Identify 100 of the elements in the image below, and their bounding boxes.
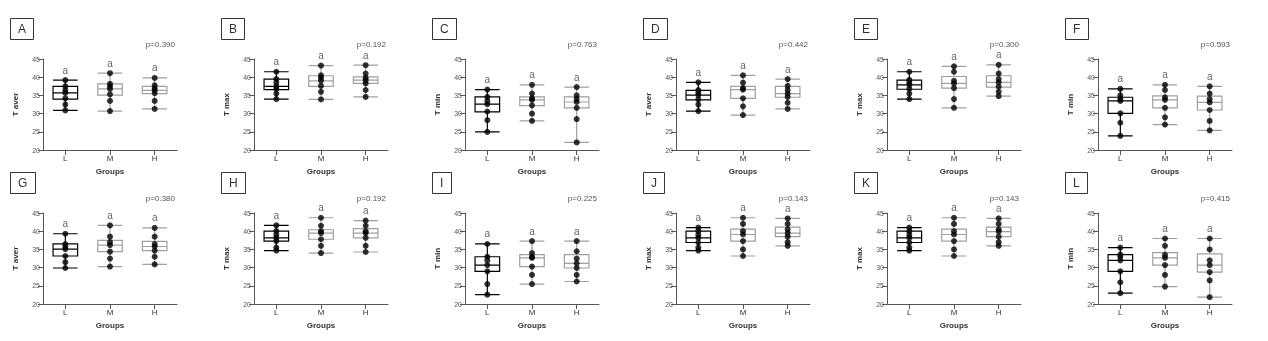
x-axis-title: Groups	[728, 166, 758, 176]
chart-title: A	[18, 22, 27, 36]
x-tick-label: M	[528, 153, 536, 163]
x-tick-label: M	[1161, 153, 1169, 163]
annotation: a	[1117, 73, 1124, 85]
x-tick-label: H	[995, 307, 1002, 317]
x-axis-title: Groups	[306, 166, 336, 176]
y-axis-title: T aver	[10, 246, 20, 271]
annotation: a	[740, 59, 747, 71]
x-tick-label: L	[907, 307, 913, 317]
text: a	[740, 202, 747, 214]
annotation: a	[573, 71, 580, 83]
x-tick-label: H	[784, 153, 791, 163]
x-axis-title: Groups	[95, 320, 125, 330]
annotation: a	[1162, 223, 1169, 235]
text: p=0.143	[778, 193, 809, 203]
annotation: a	[107, 57, 114, 69]
annotation: a	[151, 62, 158, 74]
y-axis-title: T max	[643, 246, 653, 271]
annotation: a	[107, 209, 114, 221]
annotation: a	[151, 212, 158, 224]
x-tick-label: L	[485, 153, 491, 163]
chart-title: I	[440, 176, 444, 190]
x-axis-title: Groups	[1150, 320, 1180, 330]
text: p=0.380	[145, 193, 176, 203]
annotation: a	[318, 50, 325, 62]
text: a	[318, 202, 325, 214]
x-tick-label: M	[317, 153, 325, 163]
x-tick-label: M	[950, 153, 958, 163]
chart-title: J	[651, 176, 657, 190]
x-tick-label: M	[739, 307, 747, 317]
x-axis-title: Groups	[1150, 166, 1180, 176]
annotation: a	[529, 225, 536, 237]
text: p=0.593	[1200, 39, 1231, 49]
annotation: a	[784, 63, 791, 75]
chart-title: F	[1073, 22, 1081, 36]
x-tick-label: H	[362, 153, 369, 163]
y-axis-title: T min	[432, 93, 442, 116]
annotation: a	[1117, 232, 1124, 244]
text: a	[951, 202, 958, 214]
x-tick-label: L	[696, 153, 702, 163]
x-tick-label: H	[995, 153, 1002, 163]
y-axis-title: T max	[854, 92, 864, 117]
chart-title: B	[229, 22, 238, 36]
y-axis-title: T max	[221, 246, 231, 271]
chart-title: D	[651, 22, 660, 36]
y-axis-title: T aver	[643, 92, 653, 117]
x-tick-label: L	[1118, 153, 1124, 163]
x-axis-title: Groups	[728, 320, 758, 330]
text: p=0.225	[567, 193, 598, 203]
x-axis-title: Groups	[517, 320, 547, 330]
annotation: a	[62, 64, 69, 76]
x-tick-label: H	[573, 153, 580, 163]
text: p=0.143	[989, 193, 1020, 203]
x-tick-label: M	[106, 153, 114, 163]
y-axis-title: T min	[432, 247, 442, 270]
x-tick-label: M	[106, 307, 114, 317]
annotation: a	[1162, 69, 1169, 81]
x-tick-label: L	[907, 153, 913, 163]
chart-title: G	[18, 176, 28, 190]
text: p=0.192	[356, 39, 387, 49]
annotation: a	[273, 209, 280, 221]
x-tick-label: M	[950, 307, 958, 317]
annotation: a	[362, 49, 369, 61]
annotation: a	[573, 225, 580, 237]
x-axis-title: Groups	[517, 166, 547, 176]
annotation: a	[362, 205, 369, 217]
text: p=0.763	[567, 39, 598, 49]
x-axis-title: Groups	[306, 320, 336, 330]
y-axis-title: T aver	[10, 92, 20, 117]
annotation: a	[529, 69, 536, 81]
x-tick-label: L	[63, 307, 69, 317]
x-axis-title: Groups	[95, 166, 125, 176]
annotation: a	[1206, 70, 1213, 82]
x-axis-title: Groups	[939, 320, 969, 330]
chart-title: K	[862, 176, 871, 190]
x-tick-label: M	[317, 307, 325, 317]
annotation: a	[951, 50, 958, 62]
x-tick-label: H	[1206, 307, 1213, 317]
annotation: a	[484, 74, 491, 86]
x-tick-label: L	[485, 307, 491, 317]
x-tick-label: H	[1206, 153, 1213, 163]
text: p=0.192	[356, 193, 387, 203]
annotation: a	[695, 66, 702, 78]
annotation: a	[695, 212, 702, 224]
x-tick-label: L	[63, 153, 69, 163]
x-tick-label: L	[1118, 307, 1124, 317]
annotation: a	[273, 56, 280, 68]
y-axis-title: T min	[1065, 93, 1075, 116]
x-tick-label: L	[274, 153, 280, 163]
annotation: a	[62, 218, 69, 230]
text: p=0.300	[989, 39, 1020, 49]
annotation: a	[906, 212, 913, 224]
x-tick-label: L	[274, 307, 280, 317]
x-tick-label: H	[784, 307, 791, 317]
x-tick-label: M	[528, 307, 536, 317]
x-tick-label: H	[573, 307, 580, 317]
y-axis-title: T min	[1065, 247, 1075, 270]
chart-title: L	[1073, 176, 1080, 190]
annotation: a	[1206, 223, 1213, 235]
